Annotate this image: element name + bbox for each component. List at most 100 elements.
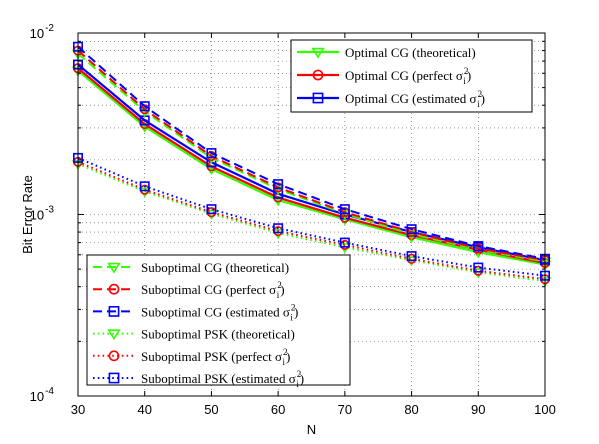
- legends: Optimal CG (theoretical) Optimal CG (perf…: [86, 39, 533, 389]
- legend-label-tail: ): [280, 282, 284, 297]
- legend-label: Optimal CG (estimated σ2 i): [345, 89, 485, 109]
- legend-label-text: Suboptimal CG (theoretical): [141, 260, 289, 275]
- legend-label-tail: ): [294, 304, 298, 319]
- x-tick-label: 50: [204, 402, 218, 417]
- legend-label-text: Optimal CG (estimated σ: [345, 91, 477, 106]
- marker-circle: [312, 69, 324, 81]
- marker-triangle-down: [205, 209, 218, 220]
- marker-circle: [108, 350, 120, 362]
- marker-square: [206, 148, 217, 159]
- legend-label-sub: i: [477, 99, 480, 109]
- y-axis-label: Bit Error Rate: [20, 175, 35, 254]
- legend-entry: Suboptimal CG (perfect σ2 i): [93, 280, 285, 300]
- legend-entry: Suboptimal CG (estimated σ2 i): [93, 302, 298, 322]
- marker-square: [473, 262, 484, 273]
- legend-label-text: Optimal CG (theoretical): [345, 45, 476, 60]
- marker-square: [273, 223, 284, 234]
- marker-square: [108, 305, 120, 317]
- x-tick-label: 100: [534, 402, 556, 417]
- legend-label-text: Suboptimal PSK (theoretical): [141, 327, 295, 342]
- series-line: [77, 69, 546, 266]
- x-tick-label: 90: [471, 402, 485, 417]
- legend-label-sup: 2: [478, 89, 483, 99]
- legend-label-sub: i: [282, 357, 285, 367]
- marker-triangle-down: [311, 47, 325, 59]
- legend-label: Suboptimal CG (estimated σ2 i): [141, 302, 298, 322]
- legend-label-sub: i: [277, 290, 280, 300]
- legend-bottom-left: Suboptimal CG (theoretical) Suboptimal CG…: [86, 254, 351, 389]
- y-tick-exponent: -3: [45, 205, 54, 216]
- series-line: [77, 162, 546, 283]
- marker-triangle-down: [205, 153, 218, 165]
- legend-label-tail: ): [286, 349, 290, 364]
- legend-label: Suboptimal PSK (estimated σ2 i): [141, 369, 304, 389]
- legend-label-tail: ): [467, 68, 471, 83]
- marker-square: [339, 237, 350, 248]
- legend-entry: Suboptimal PSK (theoretical): [93, 327, 295, 342]
- legend-entry: Optimal CG (theoretical): [297, 45, 476, 60]
- legend-label: Optimal CG (perfect σ2 i): [345, 66, 471, 86]
- y-tick-exponent: -4: [45, 386, 54, 397]
- legend-label-text: Suboptimal CG (estimated σ: [141, 304, 290, 319]
- legend-label-sub: i: [290, 312, 293, 322]
- legend-entry: Suboptimal PSK (estimated σ2 i): [93, 369, 304, 389]
- marker-triangle-down: [138, 187, 151, 198]
- series-line: [77, 45, 546, 260]
- legend-label: Suboptimal CG (theoretical): [141, 260, 289, 275]
- legend-label-text: Optimal CG (perfect σ: [345, 68, 463, 83]
- marker-triangle-down: [472, 268, 485, 279]
- marker-square: [139, 101, 150, 112]
- x-tick-label: 40: [137, 402, 151, 417]
- legend-label-text: Suboptimal CG (perfect σ: [141, 282, 276, 297]
- marker-square: [339, 204, 350, 215]
- legend-label: Suboptimal CG (perfect σ2 i): [141, 280, 285, 300]
- y-tick-exponent: -2: [45, 23, 54, 34]
- legend-label-tail: ): [481, 91, 485, 106]
- legend-label-sup: 2: [464, 66, 469, 76]
- series-layer: [71, 41, 552, 288]
- marker-triangle-down: [107, 329, 121, 341]
- series-line: [77, 160, 546, 281]
- marker-square: [206, 204, 217, 215]
- legend-label-tail: ): [300, 371, 304, 386]
- legend-label-sup: 2: [297, 369, 302, 379]
- legend-label: Optimal CG (theoretical): [345, 45, 476, 60]
- marker-square: [139, 181, 150, 192]
- legend-label: Suboptimal PSK (perfect σ2 i): [141, 347, 290, 367]
- legend-entry: Optimal CG (perfect σ2 i): [297, 66, 471, 86]
- x-tick-label: 30: [71, 402, 85, 417]
- marker-square: [273, 179, 284, 190]
- x-axis-label: N: [307, 422, 316, 437]
- marker-square: [406, 224, 417, 235]
- marker-square: [108, 372, 120, 384]
- legend-label-sub: i: [296, 379, 299, 389]
- legend-label-sup: 2: [277, 280, 282, 290]
- legend-label-sup: 2: [283, 347, 288, 357]
- marker-triangle-down: [338, 209, 352, 220]
- marker-triangle-down: [107, 262, 121, 274]
- legend-label-text: Suboptimal PSK (estimated σ: [141, 371, 296, 386]
- series-line: [77, 49, 546, 262]
- legend-box: [86, 254, 351, 386]
- legend-entry: Optimal CG (estimated σ2 i): [297, 89, 485, 109]
- legend-entry: Suboptimal CG (theoretical): [93, 260, 289, 275]
- legend-label-sup: 2: [291, 302, 296, 312]
- marker-square: [406, 251, 417, 262]
- marker-triangle-down: [271, 185, 285, 196]
- legend-entry: Suboptimal PSK (perfect σ2 i): [93, 347, 290, 367]
- marker-square: [312, 92, 324, 104]
- legend-top-right: Optimal CG (theoretical) Optimal CG (perf…: [290, 39, 533, 113]
- legend-label-text: Suboptimal PSK (perfect σ: [141, 349, 282, 364]
- marker-circle: [108, 283, 120, 295]
- x-tick-label: 60: [271, 402, 285, 417]
- series-9: [73, 152, 550, 281]
- x-tick-label: 70: [338, 402, 352, 417]
- series-6: [73, 41, 550, 264]
- legend-label: Suboptimal PSK (theoretical): [141, 327, 295, 342]
- legend-label-sub: i: [463, 76, 466, 86]
- x-tick-label: 80: [404, 402, 418, 417]
- series-line: [77, 52, 546, 263]
- marker-square: [473, 241, 484, 252]
